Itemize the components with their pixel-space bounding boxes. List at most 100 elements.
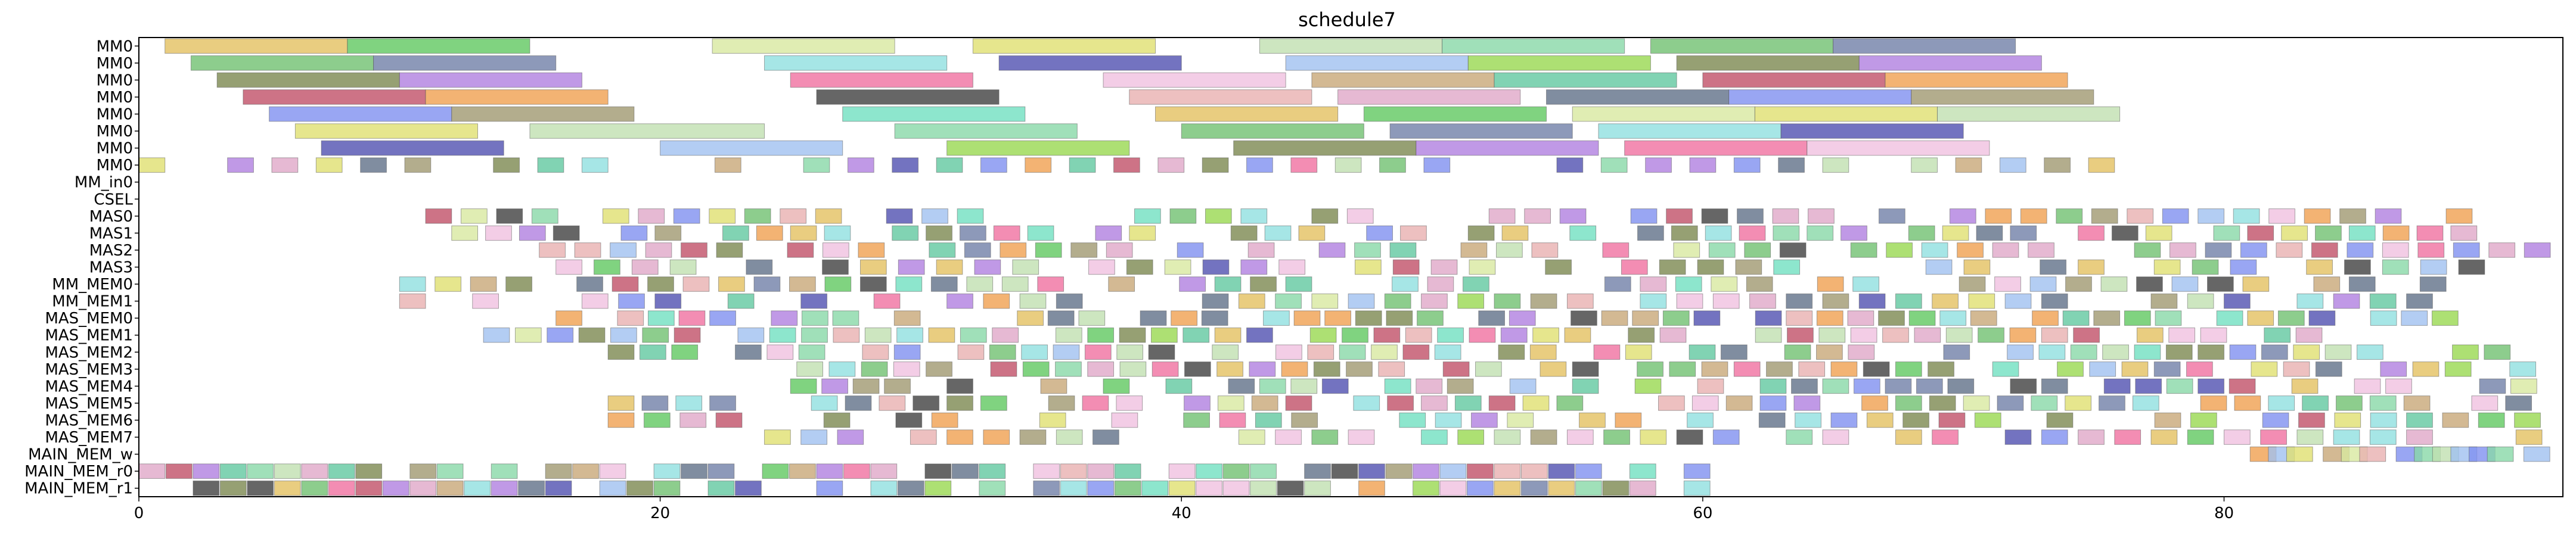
gantt-bar	[1307, 344, 1334, 360]
gantt-bar	[1773, 259, 1801, 275]
gantt-bar	[707, 463, 735, 479]
gantt-bar	[2450, 225, 2478, 241]
gantt-bar	[928, 327, 955, 343]
gantt-bar	[842, 106, 1026, 122]
gantt-bar	[2357, 344, 2383, 360]
gantt-bar	[631, 259, 659, 275]
gantt-bar	[493, 157, 520, 173]
y-tick-label: MAS3	[89, 259, 133, 277]
gantt-bar	[1863, 362, 1890, 377]
gantt-bar	[1675, 276, 1702, 292]
gantt-bar	[555, 259, 582, 275]
gantt-bar	[654, 293, 682, 309]
gantt-bar	[2046, 412, 2074, 428]
gantt-bar	[1689, 344, 1716, 360]
gantt-bar	[924, 480, 952, 496]
gantt-bar	[1095, 225, 1122, 241]
gantt-bar	[1976, 225, 2003, 241]
gantt-bar	[735, 480, 762, 496]
gantt-bar	[1202, 293, 1229, 309]
gantt-bar	[896, 327, 923, 343]
gantt-bar	[1437, 327, 1464, 343]
gantt-bar	[1911, 89, 2094, 105]
gantt-bar	[1427, 276, 1454, 292]
gantt-bar	[1181, 123, 1364, 139]
gantt-bar	[2132, 395, 2159, 411]
gantt-bar	[1348, 293, 1375, 309]
gantt-bar	[989, 344, 1016, 360]
gantt-bar	[1755, 327, 1782, 343]
gantt-bar	[1275, 429, 1302, 445]
gantt-bar	[2247, 225, 2274, 241]
gantt-bar	[756, 225, 783, 241]
gantt-bar	[2348, 276, 2376, 292]
gantt-bar	[678, 310, 706, 326]
gantt-bar	[470, 276, 497, 292]
gantt-bar	[681, 463, 707, 479]
gantt-bar	[1168, 480, 1196, 496]
gantt-bar	[2154, 412, 2181, 428]
x-tick-label: 80	[2214, 504, 2234, 522]
gantt-bar	[1766, 362, 1793, 377]
gantt-bar	[1183, 327, 1210, 343]
gantt-bar	[2484, 344, 2511, 360]
gantt-bar	[709, 395, 736, 411]
gantt-bar	[1017, 310, 1044, 326]
gantt-bar	[1346, 362, 1373, 377]
gantt-bar	[321, 140, 504, 156]
gantt-bar	[769, 327, 796, 343]
gantt-bar	[2089, 362, 2116, 377]
gantt-bar	[1908, 225, 1935, 241]
gantt-bar	[789, 276, 816, 292]
gantt-bar	[1932, 429, 1959, 445]
gantt-bar	[1488, 395, 1516, 411]
gantt-bar	[2369, 395, 2397, 411]
gantt-bar	[1807, 140, 1990, 156]
gantt-bar	[1841, 225, 1867, 241]
gantt-bar	[1593, 344, 1621, 360]
gantt-bar	[1708, 242, 1736, 258]
gantt-bar	[1524, 208, 1551, 224]
gantt-bar	[2452, 344, 2479, 360]
gantt-bar	[2247, 310, 2274, 326]
gantt-bar	[483, 327, 510, 343]
y-tick-label: MM0	[97, 157, 133, 174]
gantt-bar	[1947, 378, 1975, 394]
gantt-bar	[1087, 480, 1115, 496]
gantt-bar	[1152, 362, 1179, 377]
gantt-bar	[491, 480, 518, 496]
gantt-bar	[2277, 310, 2305, 326]
gantt-bar	[1358, 480, 1385, 496]
gantt-bar	[1530, 293, 1557, 309]
gantt-bar	[1640, 293, 1667, 309]
gantt-bar	[974, 259, 1001, 275]
gantt-bar	[247, 480, 274, 496]
gantt-bar	[1324, 310, 1351, 326]
gantt-bar	[1250, 276, 1277, 292]
gantt-bar	[2200, 327, 2227, 343]
gantt-bar	[1033, 463, 1060, 479]
gantt-bar	[2171, 276, 2199, 292]
gantt-bar	[1509, 310, 1536, 326]
gantt-bar	[1816, 310, 1843, 326]
gantt-bar	[1463, 276, 1489, 292]
gantt-bar	[946, 395, 973, 411]
gantt-bar	[1000, 242, 1027, 258]
y-tick-label: MM0	[97, 89, 133, 107]
gantt-bar	[269, 106, 452, 122]
gantt-bar	[1212, 344, 1239, 360]
gantt-bar	[936, 157, 963, 173]
gantt-bar	[1540, 362, 1567, 377]
gantt-bar	[1457, 293, 1485, 309]
gantt-bar	[1548, 463, 1575, 479]
gantt-bar	[645, 242, 672, 258]
gantt-bar	[1184, 362, 1211, 377]
gantt-bar	[1233, 140, 1417, 156]
gantt-bar	[1575, 463, 1602, 479]
gantt-bar	[2261, 344, 2288, 360]
gantt-bar	[2100, 276, 2128, 292]
gantt-bar	[1423, 157, 1451, 173]
gantt-bar	[1389, 242, 1417, 258]
gantt-bar	[2102, 344, 2129, 360]
gantt-bar	[2127, 208, 2154, 224]
